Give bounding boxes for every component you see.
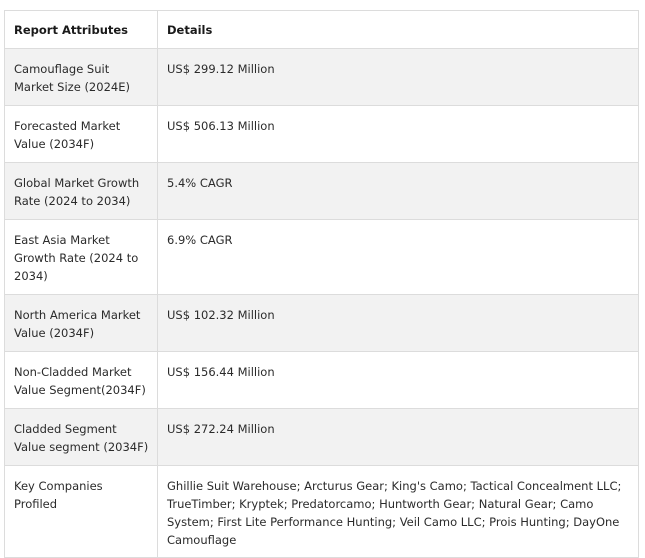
table-row: Key Companies Profiled Ghillie Suit Ware… — [4, 465, 639, 558]
table-row: North America Market Value (2034F) US$ 1… — [4, 294, 639, 352]
attribute-cell: North America Market Value (2034F) — [4, 294, 158, 352]
detail-cell: US$ 102.32 Million — [157, 294, 639, 352]
table-header-row: Report Attributes Details — [4, 10, 639, 49]
attribute-cell: East Asia Market Growth Rate (2024 to 20… — [4, 219, 158, 295]
attribute-cell: Forecasted Market Value (2034F) — [4, 105, 158, 163]
table-row: Camouflage Suit Market Size (2024E) US$ … — [4, 48, 639, 106]
detail-cell: 5.4% CAGR — [157, 162, 639, 220]
attribute-cell: Global Market Growth Rate (2024 to 2034) — [4, 162, 158, 220]
detail-cell: Ghillie Suit Warehouse; Arcturus Gear; K… — [157, 465, 639, 558]
report-attributes-table-container: Report Attributes Details Camouflage Sui… — [4, 10, 639, 558]
detail-cell: US$ 156.44 Million — [157, 351, 639, 409]
table-row: Global Market Growth Rate (2024 to 2034)… — [4, 162, 639, 220]
table-row: Forecasted Market Value (2034F) US$ 506.… — [4, 105, 639, 163]
table-row: Non-Cladded Market Value Segment(2034F) … — [4, 351, 639, 409]
detail-cell: US$ 299.12 Million — [157, 48, 639, 106]
header-details: Details — [157, 10, 639, 49]
table-row: Cladded Segment Value segment (2034F) US… — [4, 408, 639, 466]
detail-cell: 6.9% CAGR — [157, 219, 639, 295]
detail-cell: US$ 272.24 Million — [157, 408, 639, 466]
attribute-cell: Non-Cladded Market Value Segment(2034F) — [4, 351, 158, 409]
attribute-cell: Cladded Segment Value segment (2034F) — [4, 408, 158, 466]
table-row: East Asia Market Growth Rate (2024 to 20… — [4, 219, 639, 295]
report-attributes-table: Report Attributes Details Camouflage Sui… — [4, 10, 639, 558]
detail-cell: US$ 506.13 Million — [157, 105, 639, 163]
header-report-attributes: Report Attributes — [4, 10, 158, 49]
attribute-cell: Key Companies Profiled — [4, 465, 158, 558]
attribute-cell: Camouflage Suit Market Size (2024E) — [4, 48, 158, 106]
